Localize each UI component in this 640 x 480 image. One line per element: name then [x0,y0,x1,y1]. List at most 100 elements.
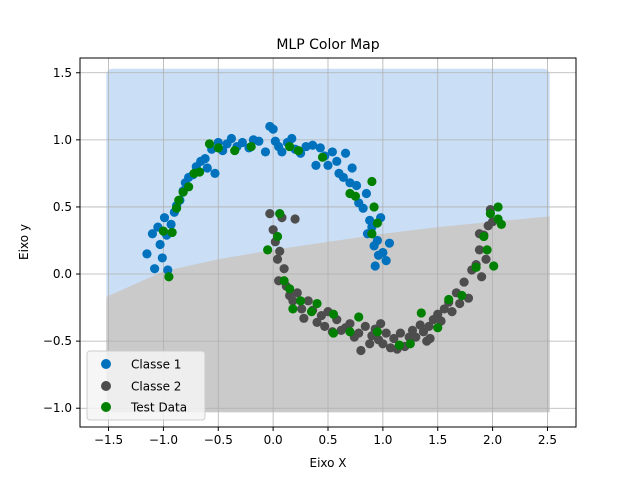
point-class2 [275,246,285,256]
legend-marker-test [101,402,111,412]
point-class2 [459,277,469,287]
point-class2 [299,313,309,323]
point-class2 [356,345,366,356]
point-test [312,298,322,309]
point-class1 [381,256,391,266]
x-tick-label: 2.5 [538,433,557,447]
point-class2 [381,328,391,338]
point-class2 [455,298,465,309]
x-tick-label: −1.5 [94,433,123,447]
point-class2 [424,321,434,331]
point-class2 [481,254,491,264]
point-class2 [378,339,388,349]
point-class1 [358,203,368,213]
point-class1 [277,147,287,157]
point-class2 [316,311,327,321]
point-class1 [237,137,248,148]
point-class2 [474,245,485,255]
point-test [367,229,377,239]
point-test [416,308,426,318]
y-tick-label: −0.5 [43,334,72,348]
point-class2 [477,272,487,282]
point-test [204,139,215,149]
y-axis: −1.0 −0.5 0.0 0.5 1.0 1.5 [43,66,80,415]
x-axis: −1.5 −1.0 −0.5 0.0 0.5 1.0 1.5 2.0 2.5 [94,427,557,447]
point-class1 [372,235,382,246]
point-class2 [272,254,283,264]
point-class1 [210,168,220,178]
point-test [171,203,182,213]
point-class1 [308,140,318,150]
point-class1 [327,147,337,157]
point-class2 [320,321,330,331]
legend: Classe 1 Classe 2 Test Data [86,350,206,421]
point-class1 [347,163,357,173]
point-test [306,307,317,317]
plot-area: −1.5 −1.0 −0.5 0.0 0.5 1.0 1.5 2.0 2.5 −1.0 −0.5 0… [43,57,577,447]
point-class1 [384,238,395,248]
point-test [195,167,205,177]
point-class2 [389,333,399,344]
point-test [328,328,339,338]
legend-label-class1: Classe 1 [131,358,181,372]
legend-marker-class2 [101,381,111,391]
point-class1 [268,124,278,134]
point-class1 [142,249,152,259]
point-test [328,309,339,319]
point-test [350,191,361,201]
point-test [457,290,467,301]
point-class1 [370,261,380,271]
point-test [345,327,355,337]
chart-title: MLP Color Map [276,37,379,53]
y-tick-label: −1.0 [43,401,72,415]
point-class2 [303,296,313,306]
legend-box [86,350,206,421]
point-class2 [411,332,421,342]
legend-label-test: Test Data [130,401,187,415]
point-class1 [157,253,167,263]
x-tick-label: 0.0 [264,433,283,447]
point-test [246,141,256,152]
point-class2 [265,209,275,219]
point-class1 [200,154,210,164]
point-test [263,245,273,255]
point-class2 [268,225,278,235]
point-class1 [311,160,321,170]
point-test [167,227,177,238]
point-class2 [425,333,435,344]
point-class1 [159,213,170,223]
point-class2 [365,339,375,349]
x-tick-label: −0.5 [204,433,233,447]
point-test [354,312,364,322]
point-test [158,226,168,236]
point-test [295,296,306,306]
point-class2 [447,307,457,317]
y-axis-label: Eixo y [17,224,31,260]
point-class1 [338,172,348,183]
point-test [284,141,295,152]
point-class1 [361,188,372,199]
point-class1 [373,250,384,260]
point-test [367,176,377,187]
grid [80,58,576,427]
point-class2 [297,304,307,314]
point-class2 [354,328,364,338]
point-test [317,152,328,162]
point-test [372,218,382,228]
point-test [444,294,454,305]
point-class1 [166,219,176,229]
point-test [230,145,240,156]
point-test [279,276,289,286]
point-class2 [345,319,355,329]
point-test [485,209,496,219]
point-class2 [290,214,300,224]
point-class1 [287,133,297,144]
point-class1 [332,156,342,166]
y-tick-label: 1.0 [53,133,72,147]
point-class1 [323,160,333,170]
point-class2 [439,304,449,314]
y-tick-label: 1.5 [53,66,72,80]
point-class2 [360,321,370,331]
point-class2 [376,319,386,329]
